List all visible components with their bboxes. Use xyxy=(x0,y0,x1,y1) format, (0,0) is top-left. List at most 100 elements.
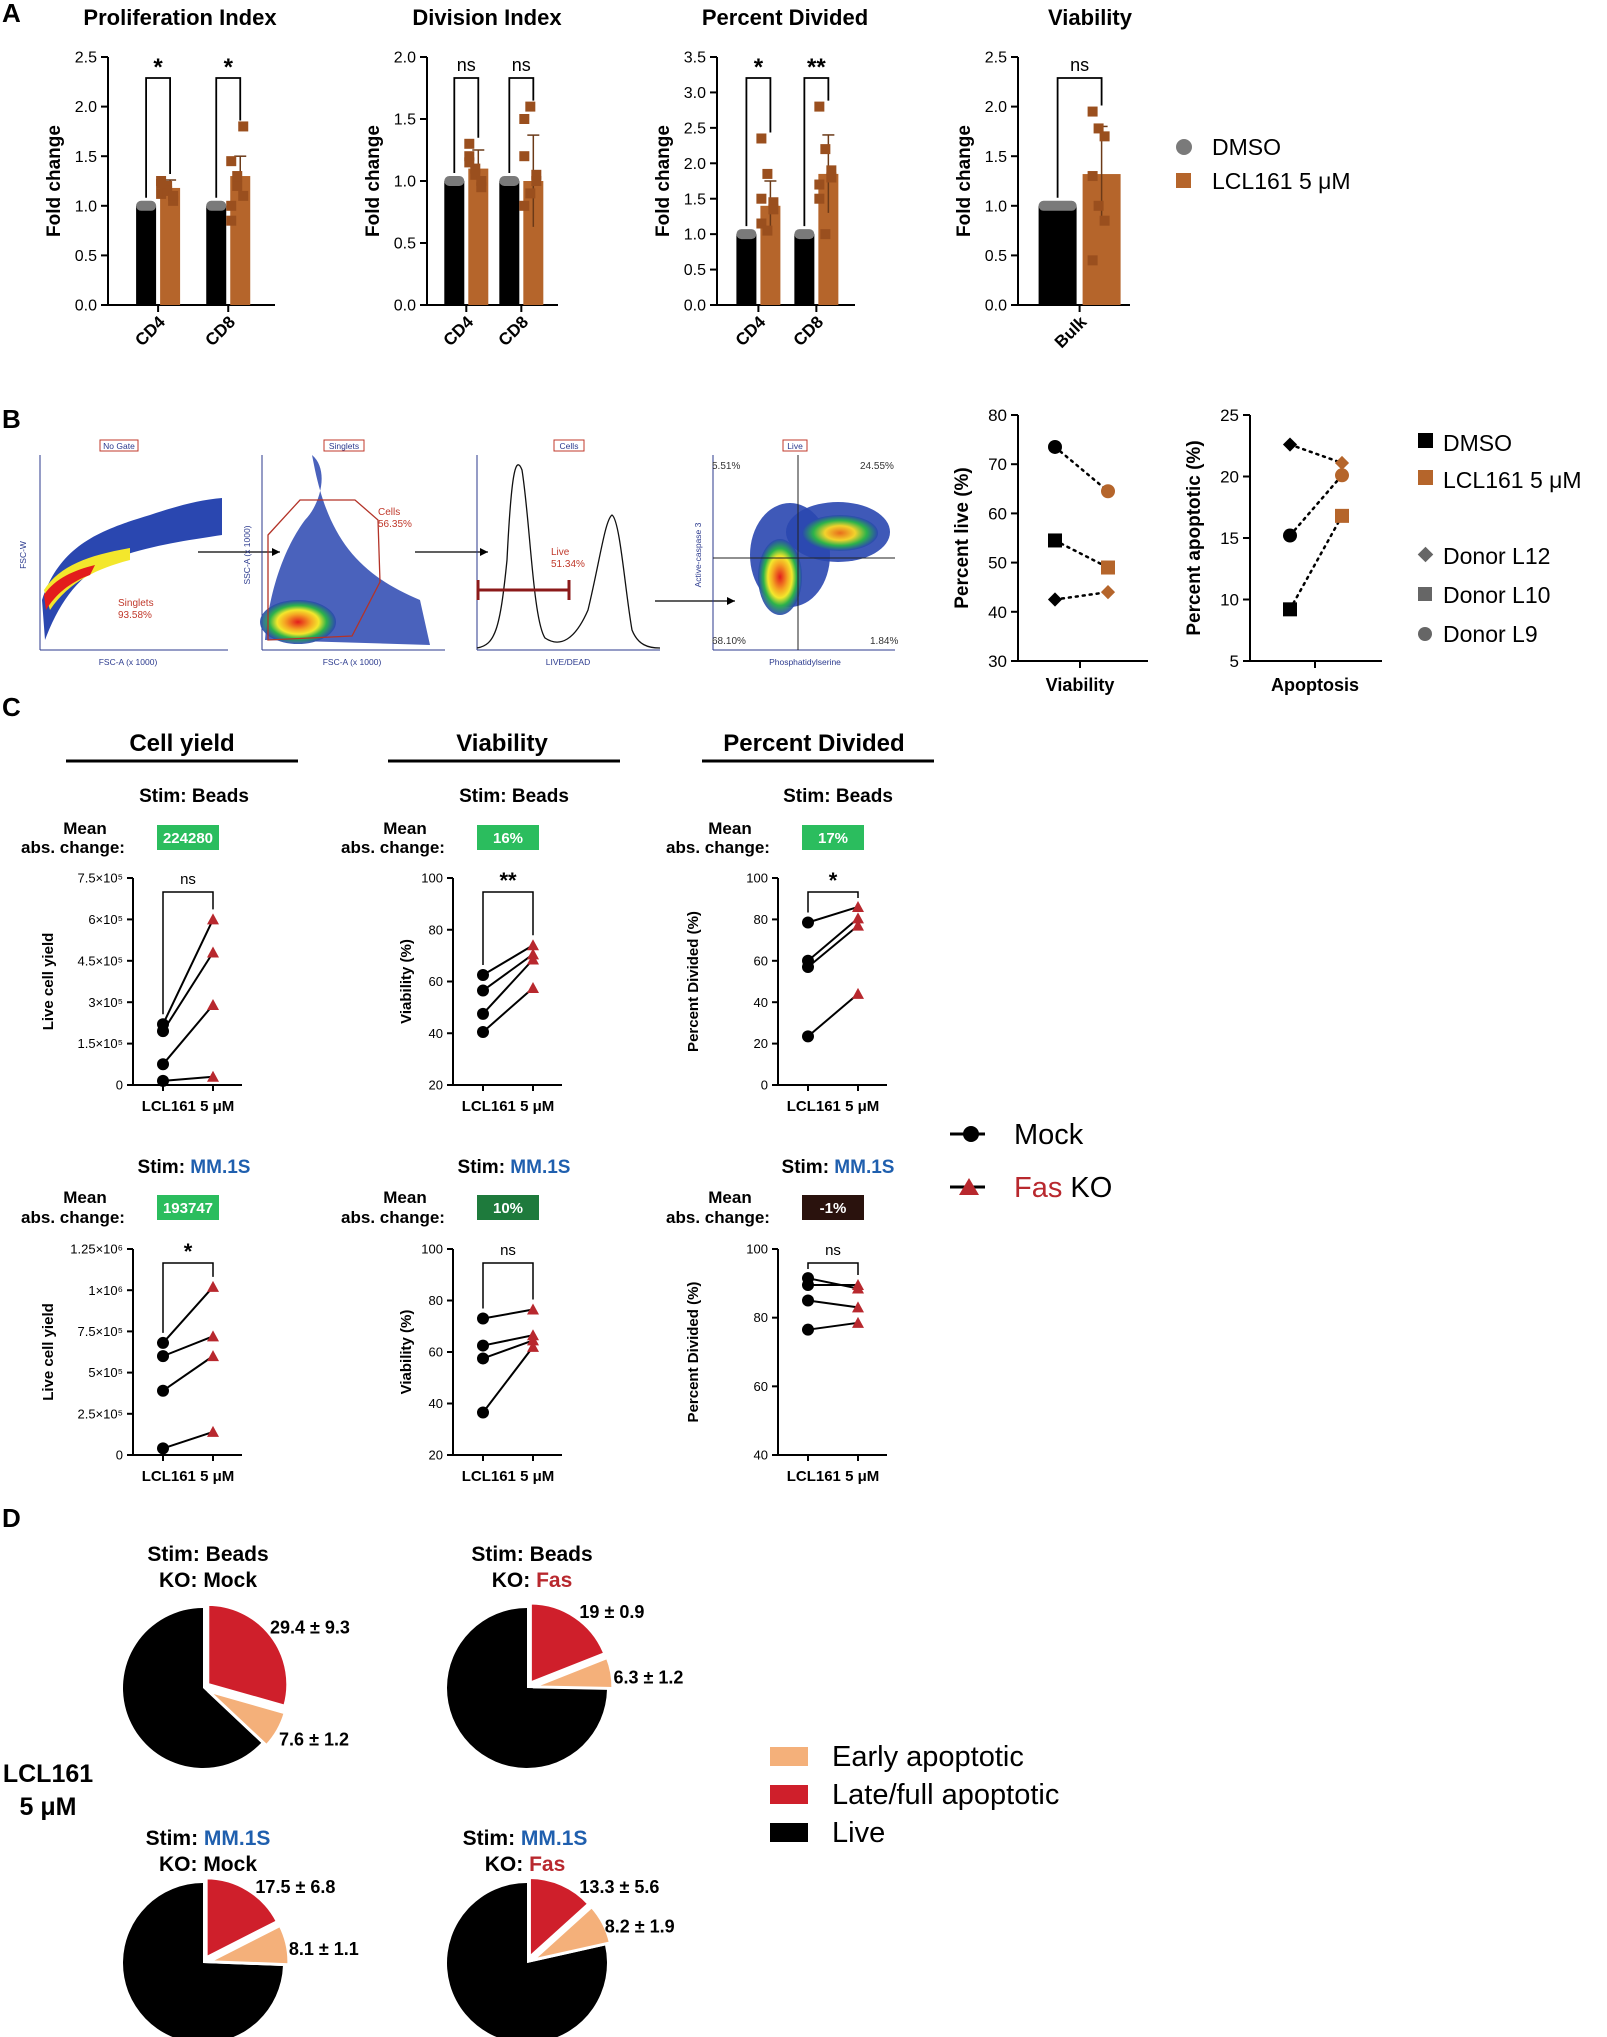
x-axis-label: LCL161 5 μM xyxy=(787,1098,880,1115)
significance-label: * xyxy=(754,54,764,81)
pair-line xyxy=(482,1334,534,1347)
pie-slice-early-apoptotic xyxy=(207,1689,288,1748)
pie-label-early: 6.3 ± 1.2 xyxy=(614,1668,684,1688)
data-point xyxy=(768,197,779,208)
legend-late-label: Late/full apoptotic xyxy=(832,1779,1059,1811)
y-tick-label: 15 xyxy=(1220,529,1239,548)
legend-live-label: Live xyxy=(832,1817,885,1849)
pie-slice-early-apoptotic xyxy=(532,1655,615,1690)
donor-point-l9 xyxy=(1283,528,1297,543)
mean-change-value: 10% xyxy=(493,1200,523,1217)
quadrant-ul: 5.51% xyxy=(712,461,740,472)
dmso-points-cluster xyxy=(499,176,520,186)
donor-point-l9 xyxy=(1101,484,1115,499)
y-tick-label: 0.5 xyxy=(684,262,706,279)
y-tick-label: 1.5 xyxy=(75,149,97,166)
mock-point xyxy=(477,1406,489,1419)
data-point xyxy=(756,133,767,144)
y-tick-label: 2.0 xyxy=(985,99,1007,116)
y-tick-label: 1.5 xyxy=(985,149,1007,166)
gate-label-singlets: Singlets xyxy=(329,441,359,451)
pair-line xyxy=(482,1346,534,1414)
donor-point-l12 xyxy=(1047,592,1063,607)
pair-line xyxy=(807,1321,859,1331)
flow-cloud-dense xyxy=(802,515,878,551)
stim-title: Stim: Beads xyxy=(459,786,569,807)
mock-point xyxy=(802,1030,814,1043)
axis-label: Active-caspase 3 xyxy=(693,522,703,587)
gate-box xyxy=(553,439,585,452)
y-tick-label: 2.0 xyxy=(684,156,706,173)
mock-point xyxy=(802,1294,814,1307)
stim-title: Stim: Beads xyxy=(139,786,249,807)
y-tick-label: 7.5×10⁵ xyxy=(77,1324,123,1339)
y-tick-label: 1.0 xyxy=(75,198,97,215)
data-point xyxy=(814,101,825,112)
y-axis-title: Percent Divided (%) xyxy=(685,911,702,1052)
fas-word: Fas xyxy=(1014,1172,1062,1204)
quadrant-lr: 1.84% xyxy=(870,636,898,647)
legend-dmso-marker xyxy=(1418,433,1433,448)
ko-name: Mock xyxy=(203,1569,257,1592)
pie-chart-2: Stim: Beads KO: Fas 19 ± 0.9 6.3 ± 1.2 xyxy=(446,1543,684,1769)
pair-line xyxy=(807,906,859,924)
y-tick-label: 0.5 xyxy=(394,236,416,253)
fas-ko-point xyxy=(852,1316,864,1328)
flow-plot-live-quadrant: Live 5.51% 24.55% 68.10% 1.84% Phosphati… xyxy=(693,439,898,667)
ko-prefix: KO: xyxy=(159,1853,203,1876)
stim-name: MM.1S xyxy=(834,1157,894,1178)
y-tick-label: 2.5 xyxy=(985,50,1007,67)
bar-lcl-cd8 xyxy=(523,181,544,305)
pie-label-late: 17.5 ± 6.8 xyxy=(255,1877,335,1897)
donor-point-l9 xyxy=(1335,468,1349,483)
stim-name: Beads xyxy=(206,1543,269,1566)
pair-line xyxy=(162,1075,214,1082)
fas-ko-point xyxy=(527,953,539,965)
legend-mock-marker xyxy=(963,1126,979,1142)
mean-change-value: -1% xyxy=(820,1200,847,1217)
significance-label: * xyxy=(153,54,163,81)
stim-prefix: Stim: xyxy=(459,786,512,807)
y-tick-label: 60 xyxy=(988,504,1007,523)
significance-label: * xyxy=(829,868,838,893)
significance-label: ns xyxy=(500,1242,516,1259)
data-point xyxy=(762,225,773,236)
bar-lcl-cd8 xyxy=(818,173,839,305)
y-tick-label: 1.0 xyxy=(985,198,1007,215)
donor-line-l9 xyxy=(1288,474,1344,537)
donor-point-l12 xyxy=(1282,437,1298,452)
legend-late-swatch xyxy=(770,1785,808,1804)
pie-stim-title: Stim: Beads xyxy=(147,1543,268,1566)
side-label-lcl161: LCL161 xyxy=(3,1760,93,1788)
stim-name: MM.1S xyxy=(204,1827,271,1850)
y-tick-label: 4.5×10⁵ xyxy=(77,953,123,968)
mean-label: abs. change: xyxy=(21,838,125,857)
chart-viability: 30 40 50 60 70 80 Viability Percent live (%) xyxy=(952,406,1148,695)
legend-lcl-marker xyxy=(1176,173,1191,188)
flow-arrow-head xyxy=(727,597,735,605)
panel-letter-d: D xyxy=(2,1503,21,1533)
fas-ko-point xyxy=(527,981,539,993)
bar-dmso-cd4 xyxy=(444,181,465,305)
significance-bracket xyxy=(482,891,534,966)
pie-slice-late-apoptotic xyxy=(528,1601,607,1686)
pie-ko-title: KO: Mock xyxy=(159,1853,257,1876)
legend-lcl-label: LCL161 5 μM xyxy=(1212,168,1351,194)
chart-apoptosis: 5 10 15 20 25 Apoptosis Percent apoptotic (%) xyxy=(1184,406,1382,695)
legend-early-label: Early apoptotic xyxy=(832,1741,1024,1773)
donor-line-l12 xyxy=(1053,590,1110,601)
mock-point xyxy=(157,1074,169,1087)
pair-line xyxy=(162,951,214,1032)
data-point xyxy=(525,188,536,199)
y-tick-label: 5 xyxy=(1230,652,1239,671)
y-tick-label: 3.0 xyxy=(684,85,706,102)
y-tick-label: 0 xyxy=(116,1448,123,1463)
data-point xyxy=(814,193,825,204)
x-axis-label: LCL161 5 μM xyxy=(787,1468,880,1485)
y-axis-title: Percent apoptotic (%) xyxy=(1184,440,1205,635)
data-point xyxy=(531,176,542,186)
flow-cloud xyxy=(265,455,430,645)
